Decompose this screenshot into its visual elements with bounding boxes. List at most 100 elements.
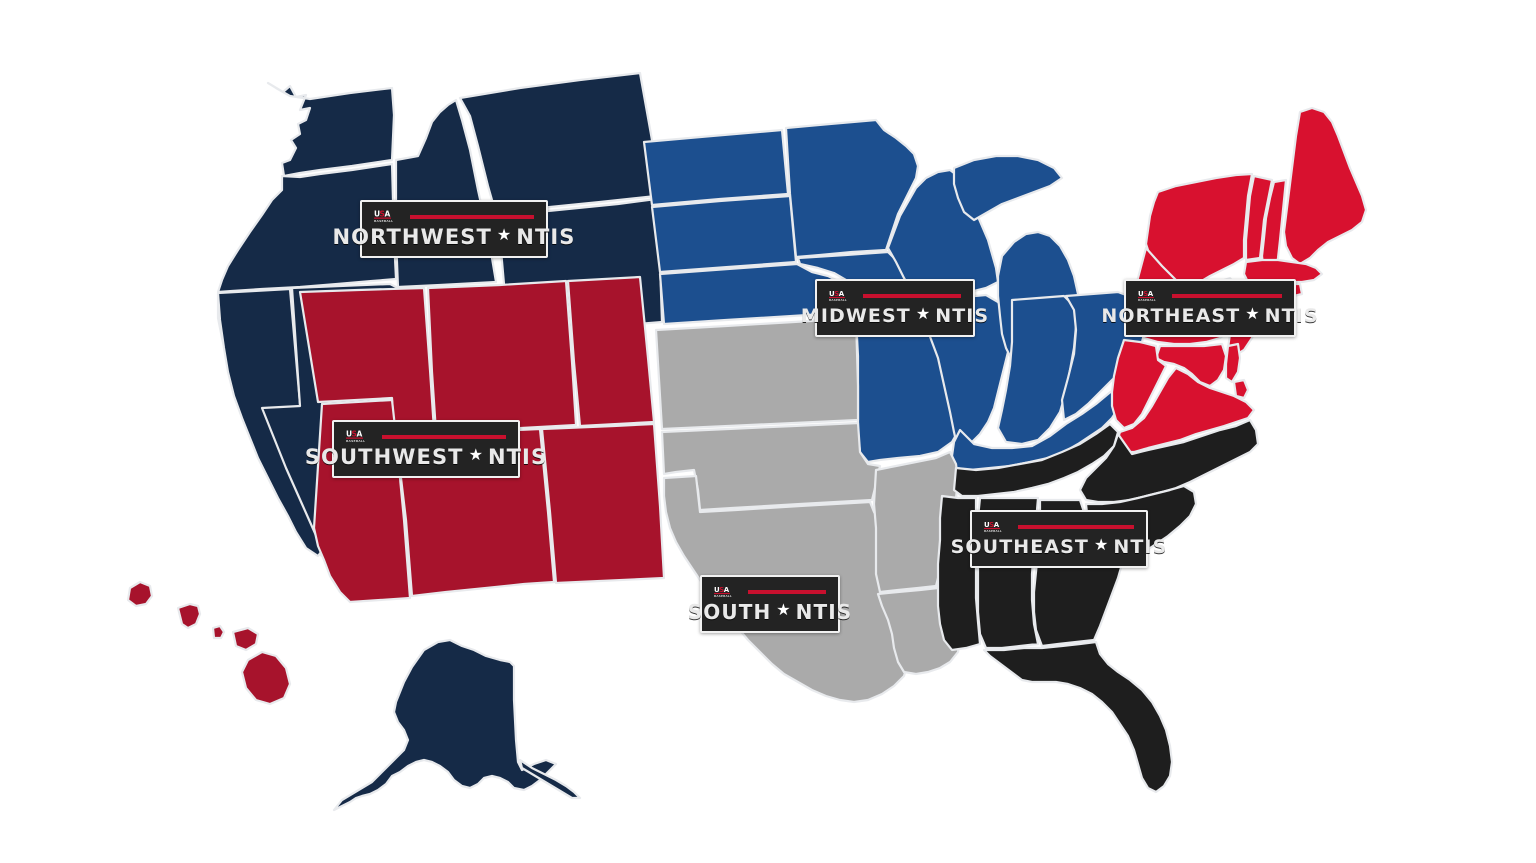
svg-text:BASEBALL: BASEBALL [374, 219, 393, 223]
usa-baseball-logo-icon: U S A BASEBALL [714, 586, 732, 598]
svg-text:S: S [352, 430, 357, 439]
region-suffix-southwest: NTIS [487, 445, 548, 469]
state-oklahoma[interactable] [662, 423, 880, 510]
state-north-dakota[interactable] [644, 130, 788, 205]
usa-baseball-logo-icon: U S A BASEBALL [1138, 290, 1156, 302]
svg-text:BASEBALL: BASEBALL [984, 529, 1002, 533]
svg-text:BASEBALL: BASEBALL [1138, 298, 1156, 302]
state-south-dakota[interactable] [652, 196, 796, 272]
svg-text:BASEBALL: BASEBALL [346, 439, 365, 443]
badge-red-rule [410, 215, 534, 219]
region-southwest[interactable] [128, 277, 664, 704]
state-hawaii[interactable] [128, 582, 290, 704]
state-montana[interactable] [460, 73, 656, 214]
region-name-midwest: MIDWEST [800, 305, 911, 327]
svg-text:U: U [346, 430, 352, 439]
state-west-virginia[interactable] [1112, 340, 1166, 428]
usa-baseball-logo-icon: U S A BASEBALL [346, 430, 365, 443]
badge-red-rule [1018, 525, 1134, 529]
usa-baseball-logo-icon: U S A BASEBALL [374, 210, 393, 223]
svg-text:A: A [385, 210, 391, 219]
region-suffix-northeast: NTIS [1264, 305, 1319, 327]
svg-text:BASEBALL: BASEBALL [829, 298, 847, 302]
region-name-southwest: SOUTHWEST [304, 445, 464, 469]
state-michigan-upper-peninsula[interactable] [954, 156, 1062, 220]
region-name-southeast: SOUTHEAST [950, 536, 1089, 558]
region-label-southwest[interactable]: U S A BASEBALL SOUTHWEST ★ NTIS [305, 420, 546, 478]
badge-red-rule [863, 294, 961, 298]
badge-top-row: U S A BASEBALL [1138, 288, 1282, 303]
badge-text-row: NORTHEAST ★ NTIS [1101, 305, 1317, 327]
region-label-northeast[interactable]: U S A BASEBALL NORTHEAST ★ NTIS [1101, 279, 1318, 337]
star-icon: ★ [468, 447, 483, 464]
svg-text:A: A [724, 586, 730, 594]
state-virginia-eastern-shore[interactable] [1234, 380, 1248, 398]
badge-text-row: NORTHWEST ★ NTIS [333, 226, 575, 248]
badge-red-rule [1172, 294, 1282, 298]
region-suffix-southeast: NTIS [1113, 536, 1168, 558]
state-minnesota[interactable] [786, 120, 918, 257]
svg-text:A: A [994, 521, 1000, 529]
badge-top-row: U S A BASEBALL [984, 519, 1134, 534]
state-alaska[interactable] [334, 640, 556, 810]
region-label-south[interactable]: U S A BASEBALL SOUTH ★ NTIS [688, 575, 851, 633]
region-name-northwest: NORTHWEST [332, 225, 492, 249]
state-washington[interactable] [268, 83, 394, 176]
usa-baseball-logo-icon: U S A BASEBALL [984, 521, 1002, 533]
svg-text:U: U [829, 290, 835, 298]
svg-text:A: A [839, 290, 845, 298]
state-north-carolina[interactable] [1080, 420, 1258, 502]
state-virginia[interactable] [1116, 368, 1254, 452]
region-label-midwest[interactable]: U S A BASEBALL MIDWEST ★ NTIS [801, 279, 988, 337]
svg-text:S: S [834, 290, 839, 298]
star-icon: ★ [496, 227, 512, 244]
region-suffix-northwest: NTIS [516, 225, 576, 249]
svg-text:U: U [1138, 290, 1144, 298]
state-colorado-east[interactable] [568, 277, 654, 426]
star-icon: ★ [915, 306, 931, 323]
badge-top-row: U S A BASEBALL [829, 288, 961, 303]
badge-red-rule [748, 590, 826, 594]
svg-text:S: S [1143, 290, 1148, 298]
badge-text-row: SOUTHWEST ★ NTIS [305, 446, 546, 468]
svg-text:BASEBALL: BASEBALL [714, 594, 732, 598]
state-florida[interactable] [984, 642, 1172, 792]
state-kansas[interactable] [656, 318, 858, 429]
state-vermont[interactable] [1246, 176, 1272, 260]
badge-text-row: SOUTHEAST ★ NTIS [951, 536, 1167, 558]
state-new-mexico-east[interactable] [542, 424, 664, 583]
badge-top-row: U S A BASEBALL [346, 429, 506, 444]
state-new-york[interactable] [1146, 174, 1252, 292]
badge-text-row: MIDWEST ★ NTIS [801, 305, 988, 327]
badge-text-row: SOUTH ★ NTIS [688, 601, 851, 623]
star-icon: ★ [1094, 537, 1109, 554]
region-name-south: SOUTH [687, 600, 772, 624]
state-colorado[interactable] [428, 281, 576, 432]
region-label-southeast[interactable]: U S A BASEBALL SOUTHEAST ★ NTIS [951, 510, 1167, 568]
svg-text:S: S [989, 521, 994, 529]
badge-top-row: U S A BASEBALL [374, 209, 534, 224]
svg-text:U: U [714, 586, 720, 594]
svg-text:A: A [1148, 290, 1154, 298]
state-maryland[interactable] [1156, 344, 1226, 386]
state-delaware[interactable] [1226, 344, 1240, 382]
state-maine[interactable] [1284, 108, 1366, 264]
usa-baseball-logo-icon: U S A BASEBALL [829, 290, 847, 302]
svg-text:S: S [719, 586, 724, 594]
svg-text:S: S [380, 210, 385, 219]
svg-text:U: U [374, 210, 380, 219]
region-suffix-midwest: NTIS [935, 305, 990, 327]
state-oregon[interactable] [218, 164, 396, 292]
svg-text:A: A [357, 430, 363, 439]
region-label-northwest[interactable]: U S A BASEBALL NORTHWEST ★ NTIS [333, 200, 575, 258]
badge-top-row: U S A BASEBALL [714, 584, 826, 599]
state-tennessee[interactable] [954, 424, 1118, 496]
region-midwest[interactable] [644, 120, 1146, 470]
badge-red-rule [382, 435, 506, 439]
region-name-northeast: NORTHEAST [1101, 305, 1241, 327]
region-suffix-south: NTIS [795, 600, 853, 624]
region-southeast[interactable] [938, 420, 1258, 792]
state-alaska-panhandle[interactable] [520, 760, 580, 798]
